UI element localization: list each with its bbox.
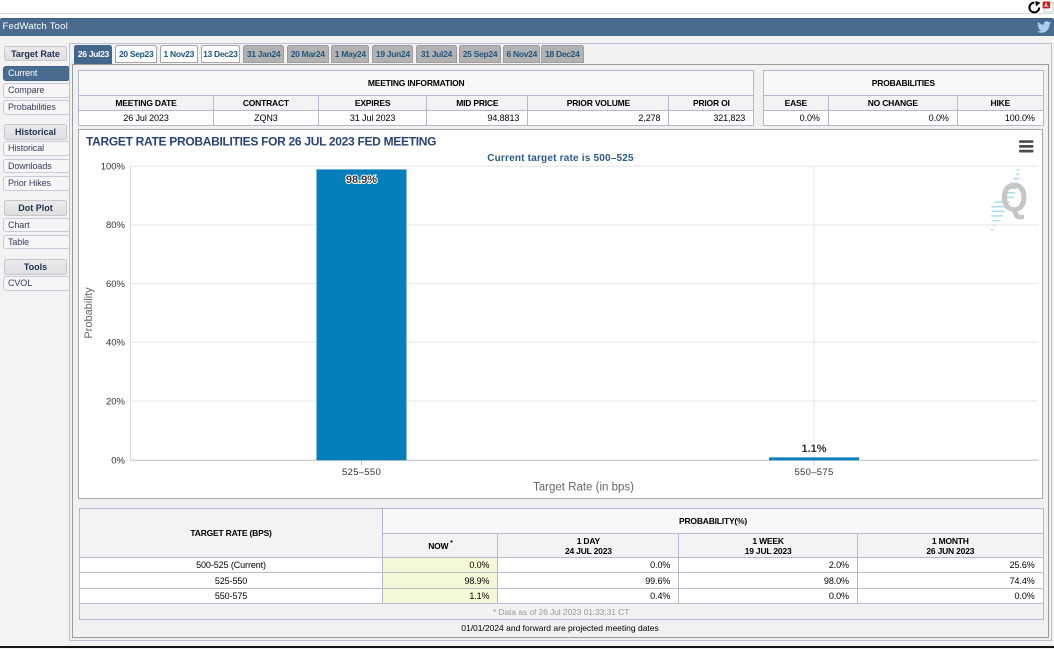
svg-text:20%: 20% [105, 396, 125, 407]
svg-text:Target Rate (in bps): Target Rate (in bps) [533, 482, 634, 494]
svg-text:98.9%: 98.9% [345, 174, 376, 186]
svg-text:0%: 0% [111, 455, 125, 466]
svg-text:100%: 100% [100, 162, 125, 173]
svg-text:550–575: 550–575 [794, 467, 833, 478]
svg-text:60%: 60% [105, 279, 125, 290]
svg-text:525–550: 525–550 [341, 467, 380, 478]
svg-text:Probability: Probability [83, 287, 95, 339]
svg-text:Current target rate is 500–525: Current target rate is 500–525 [487, 153, 634, 164]
svg-text:40%: 40% [105, 338, 125, 349]
svg-text:1.1%: 1.1% [801, 443, 826, 455]
svg-text:80%: 80% [105, 220, 125, 231]
svg-text:Q: Q [1000, 175, 1028, 221]
svg-text:TARGET RATE PROBABILITIES FOR: TARGET RATE PROBABILITIES FOR 26 JUL 202… [86, 135, 436, 149]
